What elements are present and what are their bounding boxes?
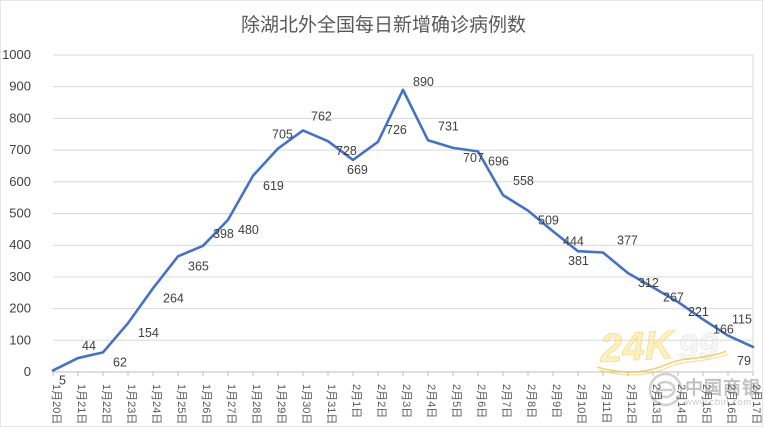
- svg-text:300: 300: [9, 269, 31, 284]
- svg-text:705: 705: [272, 128, 293, 142]
- svg-text:762: 762: [311, 109, 332, 123]
- svg-text:154: 154: [138, 326, 159, 340]
- svg-text:365: 365: [188, 259, 209, 273]
- svg-text:312: 312: [638, 276, 659, 290]
- svg-text:267: 267: [663, 290, 684, 304]
- svg-text:1000: 1000: [2, 47, 31, 62]
- svg-text:0: 0: [24, 364, 31, 379]
- svg-text:509: 509: [538, 214, 559, 228]
- svg-text:100: 100: [9, 332, 31, 347]
- svg-text:500: 500: [9, 206, 31, 221]
- svg-text:44: 44: [82, 339, 96, 353]
- svg-text:890: 890: [413, 75, 434, 89]
- svg-text:24K: 24K: [598, 323, 678, 371]
- svg-text:726: 726: [386, 123, 407, 137]
- svg-text:381: 381: [568, 254, 589, 268]
- svg-text:264: 264: [163, 291, 184, 305]
- svg-text:696: 696: [488, 154, 509, 168]
- svg-text:79: 79: [737, 354, 751, 368]
- svg-text:707: 707: [463, 151, 484, 165]
- svg-text:900: 900: [9, 79, 31, 94]
- svg-text:444: 444: [563, 234, 584, 248]
- svg-text:728: 728: [336, 144, 357, 158]
- svg-text:731: 731: [438, 119, 459, 133]
- svg-text:669: 669: [347, 163, 368, 177]
- svg-text:200: 200: [9, 301, 31, 316]
- svg-text:115: 115: [732, 313, 752, 327]
- svg-text:www.cbin.com: www.cbin.com: [684, 397, 752, 408]
- svg-text:377: 377: [617, 233, 638, 247]
- svg-text:398: 398: [213, 227, 234, 241]
- svg-text:400: 400: [9, 237, 31, 252]
- svg-text:558: 558: [513, 174, 534, 188]
- svg-text:800: 800: [9, 110, 31, 125]
- svg-text:221: 221: [688, 305, 709, 319]
- svg-text:480: 480: [238, 223, 259, 237]
- svg-text:700: 700: [9, 142, 31, 157]
- svg-text:62: 62: [113, 355, 127, 369]
- svg-text:600: 600: [9, 174, 31, 189]
- svg-text:619: 619: [263, 179, 284, 193]
